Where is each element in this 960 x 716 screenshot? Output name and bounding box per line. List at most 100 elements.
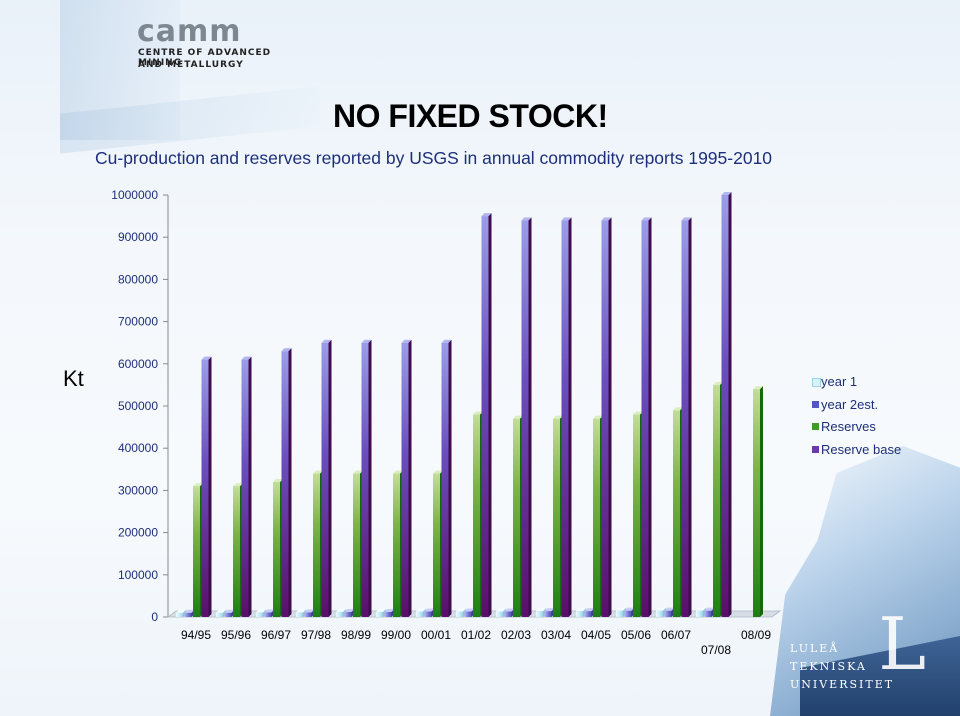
x-tick-label: 06/07: [661, 628, 691, 642]
bar-face: [473, 414, 480, 617]
bar-top: [601, 217, 612, 221]
bar-top: [544, 608, 555, 612]
bar-face: [721, 195, 729, 617]
bar-face: [561, 220, 569, 617]
bar-top: [704, 607, 715, 611]
logo-line-2: AND METALLURGY: [138, 60, 244, 70]
y-tick-label: 800000: [118, 272, 158, 286]
legend-swatch-reserves: [812, 423, 819, 430]
bar-top: [344, 608, 355, 612]
bar-top: [624, 607, 635, 611]
bar-top: [473, 411, 483, 415]
bar-face: [456, 611, 463, 617]
bar-top: [553, 415, 563, 419]
university-logo-letter: L: [878, 602, 926, 686]
legend-swatch-year2: [812, 400, 819, 408]
bar-reserve-base: [521, 217, 532, 617]
bar-top: [536, 608, 546, 612]
bar-face: [656, 610, 663, 617]
bar-top: [616, 607, 626, 611]
university-line-2: TEKNISKA: [790, 660, 867, 673]
bar-top: [673, 407, 683, 411]
y-tick-label: 500000: [118, 399, 158, 413]
bar-face: [536, 611, 543, 617]
bar-face: [424, 611, 432, 617]
bar-top: [401, 339, 412, 343]
bar-face: [184, 612, 192, 617]
page-headline: NO FIXED STOCK!: [333, 98, 608, 134]
legend-swatch-reserve-base: [812, 445, 819, 453]
bar-side: [408, 339, 412, 617]
legend-label-year2: year 2est.: [821, 396, 879, 412]
x-tick-label: 01/02: [461, 628, 491, 642]
bar-reserve-base: [241, 356, 252, 617]
bar-reserve-base: [641, 217, 652, 617]
y-tick-label: 400000: [118, 441, 158, 455]
bar-top: [176, 609, 186, 613]
bar-reserve-base: [721, 192, 732, 617]
bar-top: [216, 609, 226, 613]
bar-reserve-base: [561, 217, 572, 617]
bar-top: [233, 483, 243, 487]
y-tick-label: 600000: [118, 357, 158, 371]
legend-swatch-year1: [812, 378, 821, 387]
y-tick-label: 300000: [118, 483, 158, 497]
x-tick-label: 03/04: [541, 628, 571, 642]
bar-face: [553, 418, 560, 617]
bar-top: [321, 339, 332, 343]
bar-face: [464, 611, 472, 617]
bar-face: [416, 611, 423, 617]
bar-reserve-base: [401, 339, 412, 617]
bar-top: [721, 192, 732, 195]
bar-side: [208, 356, 212, 617]
bar-top: [681, 217, 692, 221]
bar-top: [201, 356, 212, 360]
bar-reserve-base: [481, 213, 492, 617]
y-tick-label: 0: [151, 610, 158, 624]
legend-label-reserves: Reserves: [821, 419, 876, 434]
bar-face: [321, 342, 329, 617]
bar-top: [664, 607, 675, 611]
bar-reserve-base: [441, 339, 452, 617]
y-tick-label: 700000: [118, 315, 158, 329]
x-tick-label: 05/06: [621, 628, 651, 642]
bar-face: [361, 342, 369, 617]
bar-face: [544, 611, 552, 617]
bar-top: [273, 478, 283, 482]
y-tick-label: 100000: [118, 568, 158, 582]
bar-top: [304, 609, 315, 613]
bar-top: [641, 217, 652, 221]
bar-top: [593, 415, 603, 419]
bar-face: [521, 220, 529, 617]
bar-top: [416, 608, 426, 612]
bar-face: [281, 351, 289, 617]
bar-reserve-base: [361, 339, 372, 617]
bar-top: [464, 608, 475, 612]
bar-top: [513, 415, 523, 419]
bar-top: [264, 609, 275, 613]
university-line-3: UNIVERSITET: [790, 678, 895, 691]
bar-top: [361, 339, 372, 343]
bar-face: [633, 414, 640, 617]
bar-top: [633, 411, 643, 415]
bar-top: [393, 470, 403, 474]
bar-top: [241, 356, 252, 360]
bar-face: [696, 610, 703, 617]
bar-side: [448, 339, 452, 617]
x-tick-label: 97/98: [301, 628, 331, 642]
bar-side: [648, 217, 652, 617]
bar-face: [664, 610, 672, 617]
y-tick-label: 1000000: [111, 188, 158, 202]
x-tick-label: 99/00: [381, 628, 411, 642]
bar-face: [513, 418, 520, 617]
bar-top: [184, 609, 195, 613]
bar-top: [193, 483, 203, 487]
x-tick-label: 04/05: [581, 628, 611, 642]
x-tick-label: 07/08: [701, 643, 731, 657]
bar-top: [384, 608, 395, 612]
bar-face: [376, 611, 383, 617]
bar-face: [384, 611, 392, 617]
y-tick-label: 900000: [118, 230, 158, 244]
bar-face: [224, 612, 232, 617]
